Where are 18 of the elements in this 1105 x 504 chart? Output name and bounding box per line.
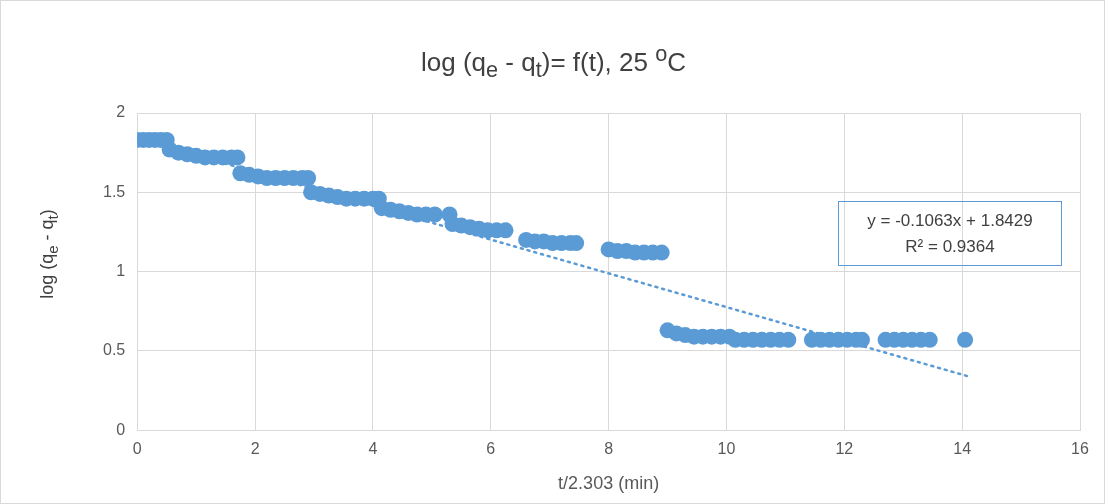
y-tick-label: 1 xyxy=(116,262,126,280)
annotation: R² = 0.9364 xyxy=(904,236,996,258)
x-tick-label: 10 xyxy=(717,440,736,458)
annotation: y = -0.1063x + 1.8429 xyxy=(866,210,1034,232)
x-tick-label: 8 xyxy=(604,440,614,458)
y-tick-label: 1.5 xyxy=(102,182,126,200)
x-tick-label: 14 xyxy=(953,440,972,458)
chart-title: log (q$_{e}$ - q$_{t}$)= f(t), 25 $^{o}$C xyxy=(420,41,687,83)
x-axis-title: t/2.303 (min) xyxy=(558,473,660,494)
x-tick-label: 0 xyxy=(132,440,142,458)
x-tick-label: 6 xyxy=(486,440,496,458)
y-tick-label: 0 xyxy=(116,420,126,438)
x-tick-label: 4 xyxy=(368,440,378,458)
x-tick-label: 16 xyxy=(1071,440,1089,458)
y-tick-label: 0.5 xyxy=(102,341,126,359)
y-tick-label: 2 xyxy=(116,103,126,121)
x-tick-label: 2 xyxy=(250,440,260,458)
x-tick-label: 12 xyxy=(835,440,854,458)
